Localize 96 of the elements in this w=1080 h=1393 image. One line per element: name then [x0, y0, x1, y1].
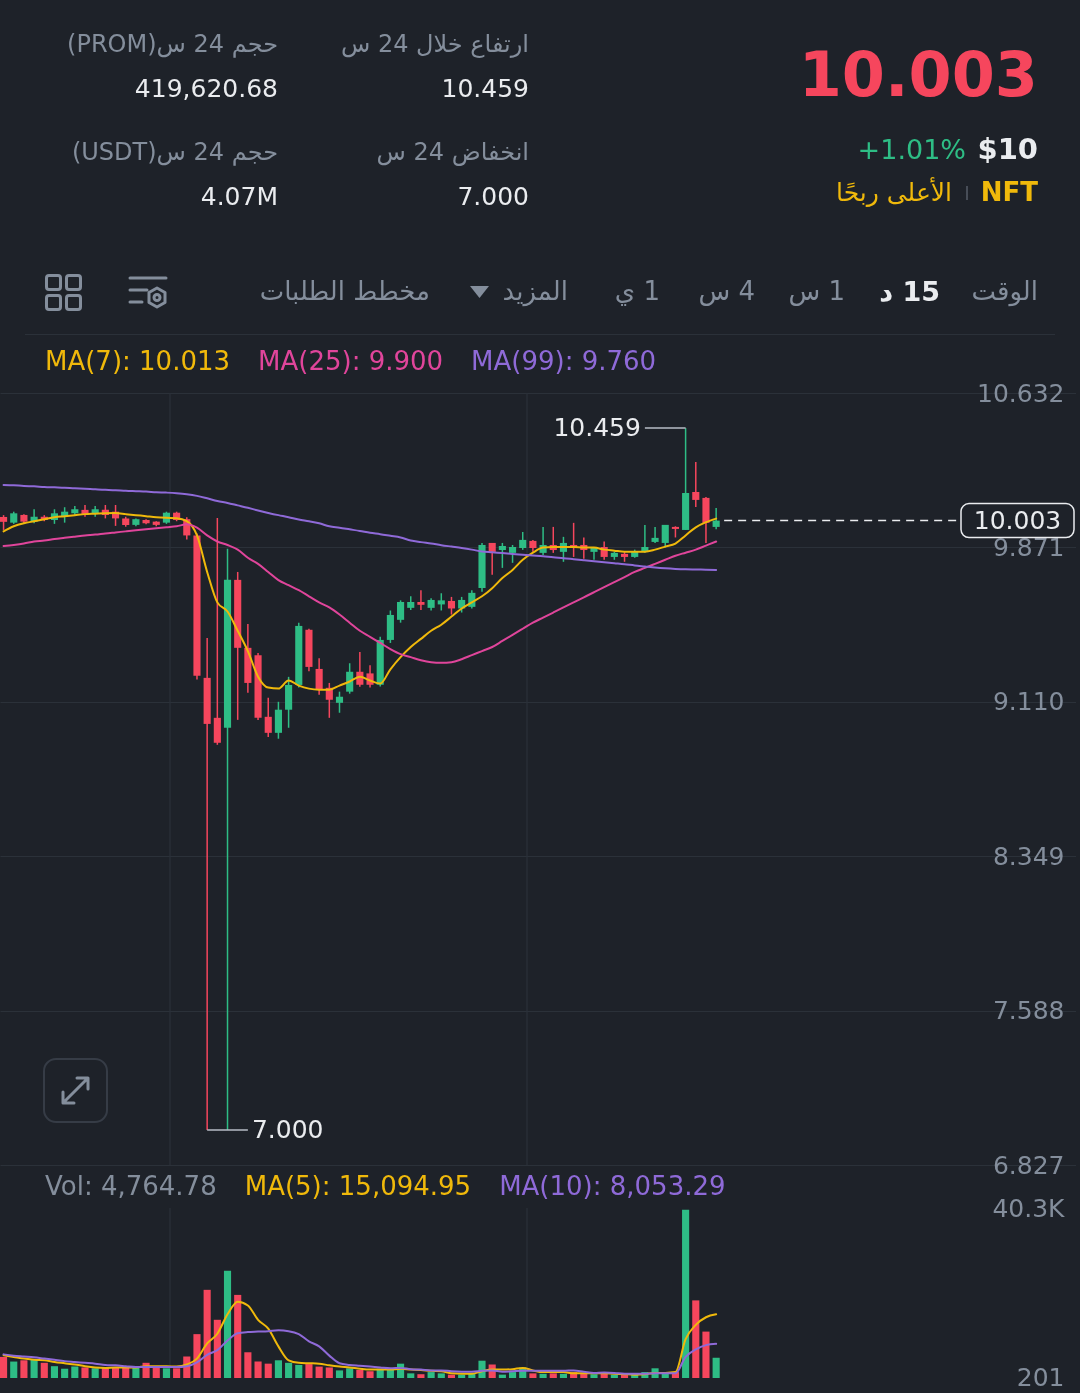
- y-tick-label: 7.588: [992, 996, 1065, 1026]
- bar: [71, 1366, 79, 1378]
- y-tick-label: 9.110: [992, 687, 1065, 717]
- bar: [40, 1362, 48, 1378]
- text: MA(7): 10.013: [45, 346, 231, 377]
- text: +1.01%: [857, 134, 966, 166]
- bar: [20, 1360, 28, 1378]
- candlestick: [498, 542, 506, 569]
- y-tick-label: 6.827: [992, 1150, 1065, 1180]
- bar: [682, 1209, 690, 1378]
- candlestick: [651, 526, 659, 544]
- bar: [173, 1368, 181, 1378]
- bar: [132, 1367, 140, 1378]
- bar: [356, 1369, 364, 1378]
- text: 1 س: [788, 276, 845, 307]
- text: مخطط الطلبات: [259, 276, 430, 307]
- bar: [91, 1368, 99, 1378]
- bar: [325, 1367, 333, 1378]
- text: Vol: 4,764.78: [45, 1171, 217, 1202]
- text: 10.003: [798, 38, 1038, 112]
- text: 10.459: [441, 73, 529, 104]
- text: 419,620.68: [134, 73, 278, 104]
- y-tick-label: 9.871: [992, 532, 1065, 562]
- y-tick-label: 40.3K: [992, 1193, 1066, 1223]
- bar: [427, 1372, 435, 1378]
- candlestick: [417, 589, 425, 611]
- bar: [0, 1356, 8, 1378]
- bar: [335, 1370, 344, 1378]
- text: NFT: [980, 177, 1038, 208]
- bar: [549, 1373, 557, 1378]
- candlestick: [712, 507, 720, 531]
- bar: [81, 1367, 89, 1378]
- text: ارتفاع خلال 24 س: [340, 30, 529, 59]
- bar: [305, 1364, 313, 1378]
- bar: [10, 1361, 18, 1378]
- text: MA(99): 9.760: [471, 346, 657, 377]
- line-series: [2, 1300, 718, 1376]
- candlestick: [335, 690, 344, 714]
- candlestick: [397, 599, 405, 624]
- text: انخفاض 24 س: [376, 138, 529, 167]
- bar: [61, 1368, 69, 1378]
- text: حجم 24 س(USDT): [71, 138, 278, 167]
- bar: [366, 1371, 374, 1378]
- bar: [407, 1373, 415, 1378]
- bar: [620, 1375, 629, 1378]
- text: الأعلى ربحًا: [836, 177, 952, 208]
- bar: [162, 1368, 170, 1378]
- bar: [539, 1373, 547, 1378]
- bar: [223, 1270, 232, 1378]
- line-series: [2, 483, 718, 571]
- annotation: 7.000: [251, 1114, 324, 1144]
- annotation: 10.459: [553, 413, 641, 443]
- bar: [702, 1331, 710, 1378]
- bar: [254, 1361, 262, 1378]
- bar: [590, 1374, 598, 1378]
- bar: [712, 1357, 720, 1378]
- y-tick-label: 201: [1016, 1362, 1065, 1392]
- text: MA(25): 9.900: [258, 346, 444, 377]
- bar: [437, 1373, 445, 1378]
- text: الوقت: [971, 276, 1038, 307]
- bar: [692, 1300, 700, 1378]
- candlestick: [264, 696, 272, 738]
- y-tick-label: 8.349: [992, 841, 1065, 871]
- text: المزيد: [502, 276, 568, 307]
- bar: [50, 1366, 59, 1378]
- text: 4 س: [698, 276, 755, 307]
- text: 15 د: [879, 276, 940, 308]
- candlestick: [692, 461, 700, 508]
- line-series: [2, 1329, 718, 1375]
- text: حجم 24 س(PROM): [67, 30, 278, 59]
- bar: [346, 1368, 354, 1378]
- bar: [600, 1373, 608, 1378]
- bar: [417, 1374, 425, 1378]
- bar: [203, 1289, 211, 1378]
- ref-line-label: 10.003: [973, 505, 1062, 535]
- text: MA(5): 15,094.95: [244, 1171, 472, 1202]
- candlestick: [315, 657, 323, 696]
- candlestick: [203, 637, 211, 1131]
- candlestick: [274, 701, 282, 740]
- bar: [274, 1360, 282, 1378]
- bar: [295, 1364, 303, 1378]
- bar: [529, 1373, 537, 1378]
- text: 4.07M: [200, 181, 278, 212]
- y-tick-label: 10.632: [977, 378, 1065, 408]
- bar: [264, 1363, 272, 1378]
- candlestick: [213, 517, 221, 746]
- bar: [234, 1294, 242, 1378]
- bar: [508, 1372, 517, 1378]
- text: $10: [977, 132, 1038, 167]
- text: 7.000: [457, 181, 529, 212]
- text: MA(10): 8,053.29: [499, 1171, 726, 1202]
- bar: [285, 1362, 293, 1378]
- bar: [559, 1373, 568, 1378]
- bar: [244, 1352, 252, 1378]
- text: 1 ي: [614, 276, 660, 307]
- bar: [315, 1366, 323, 1378]
